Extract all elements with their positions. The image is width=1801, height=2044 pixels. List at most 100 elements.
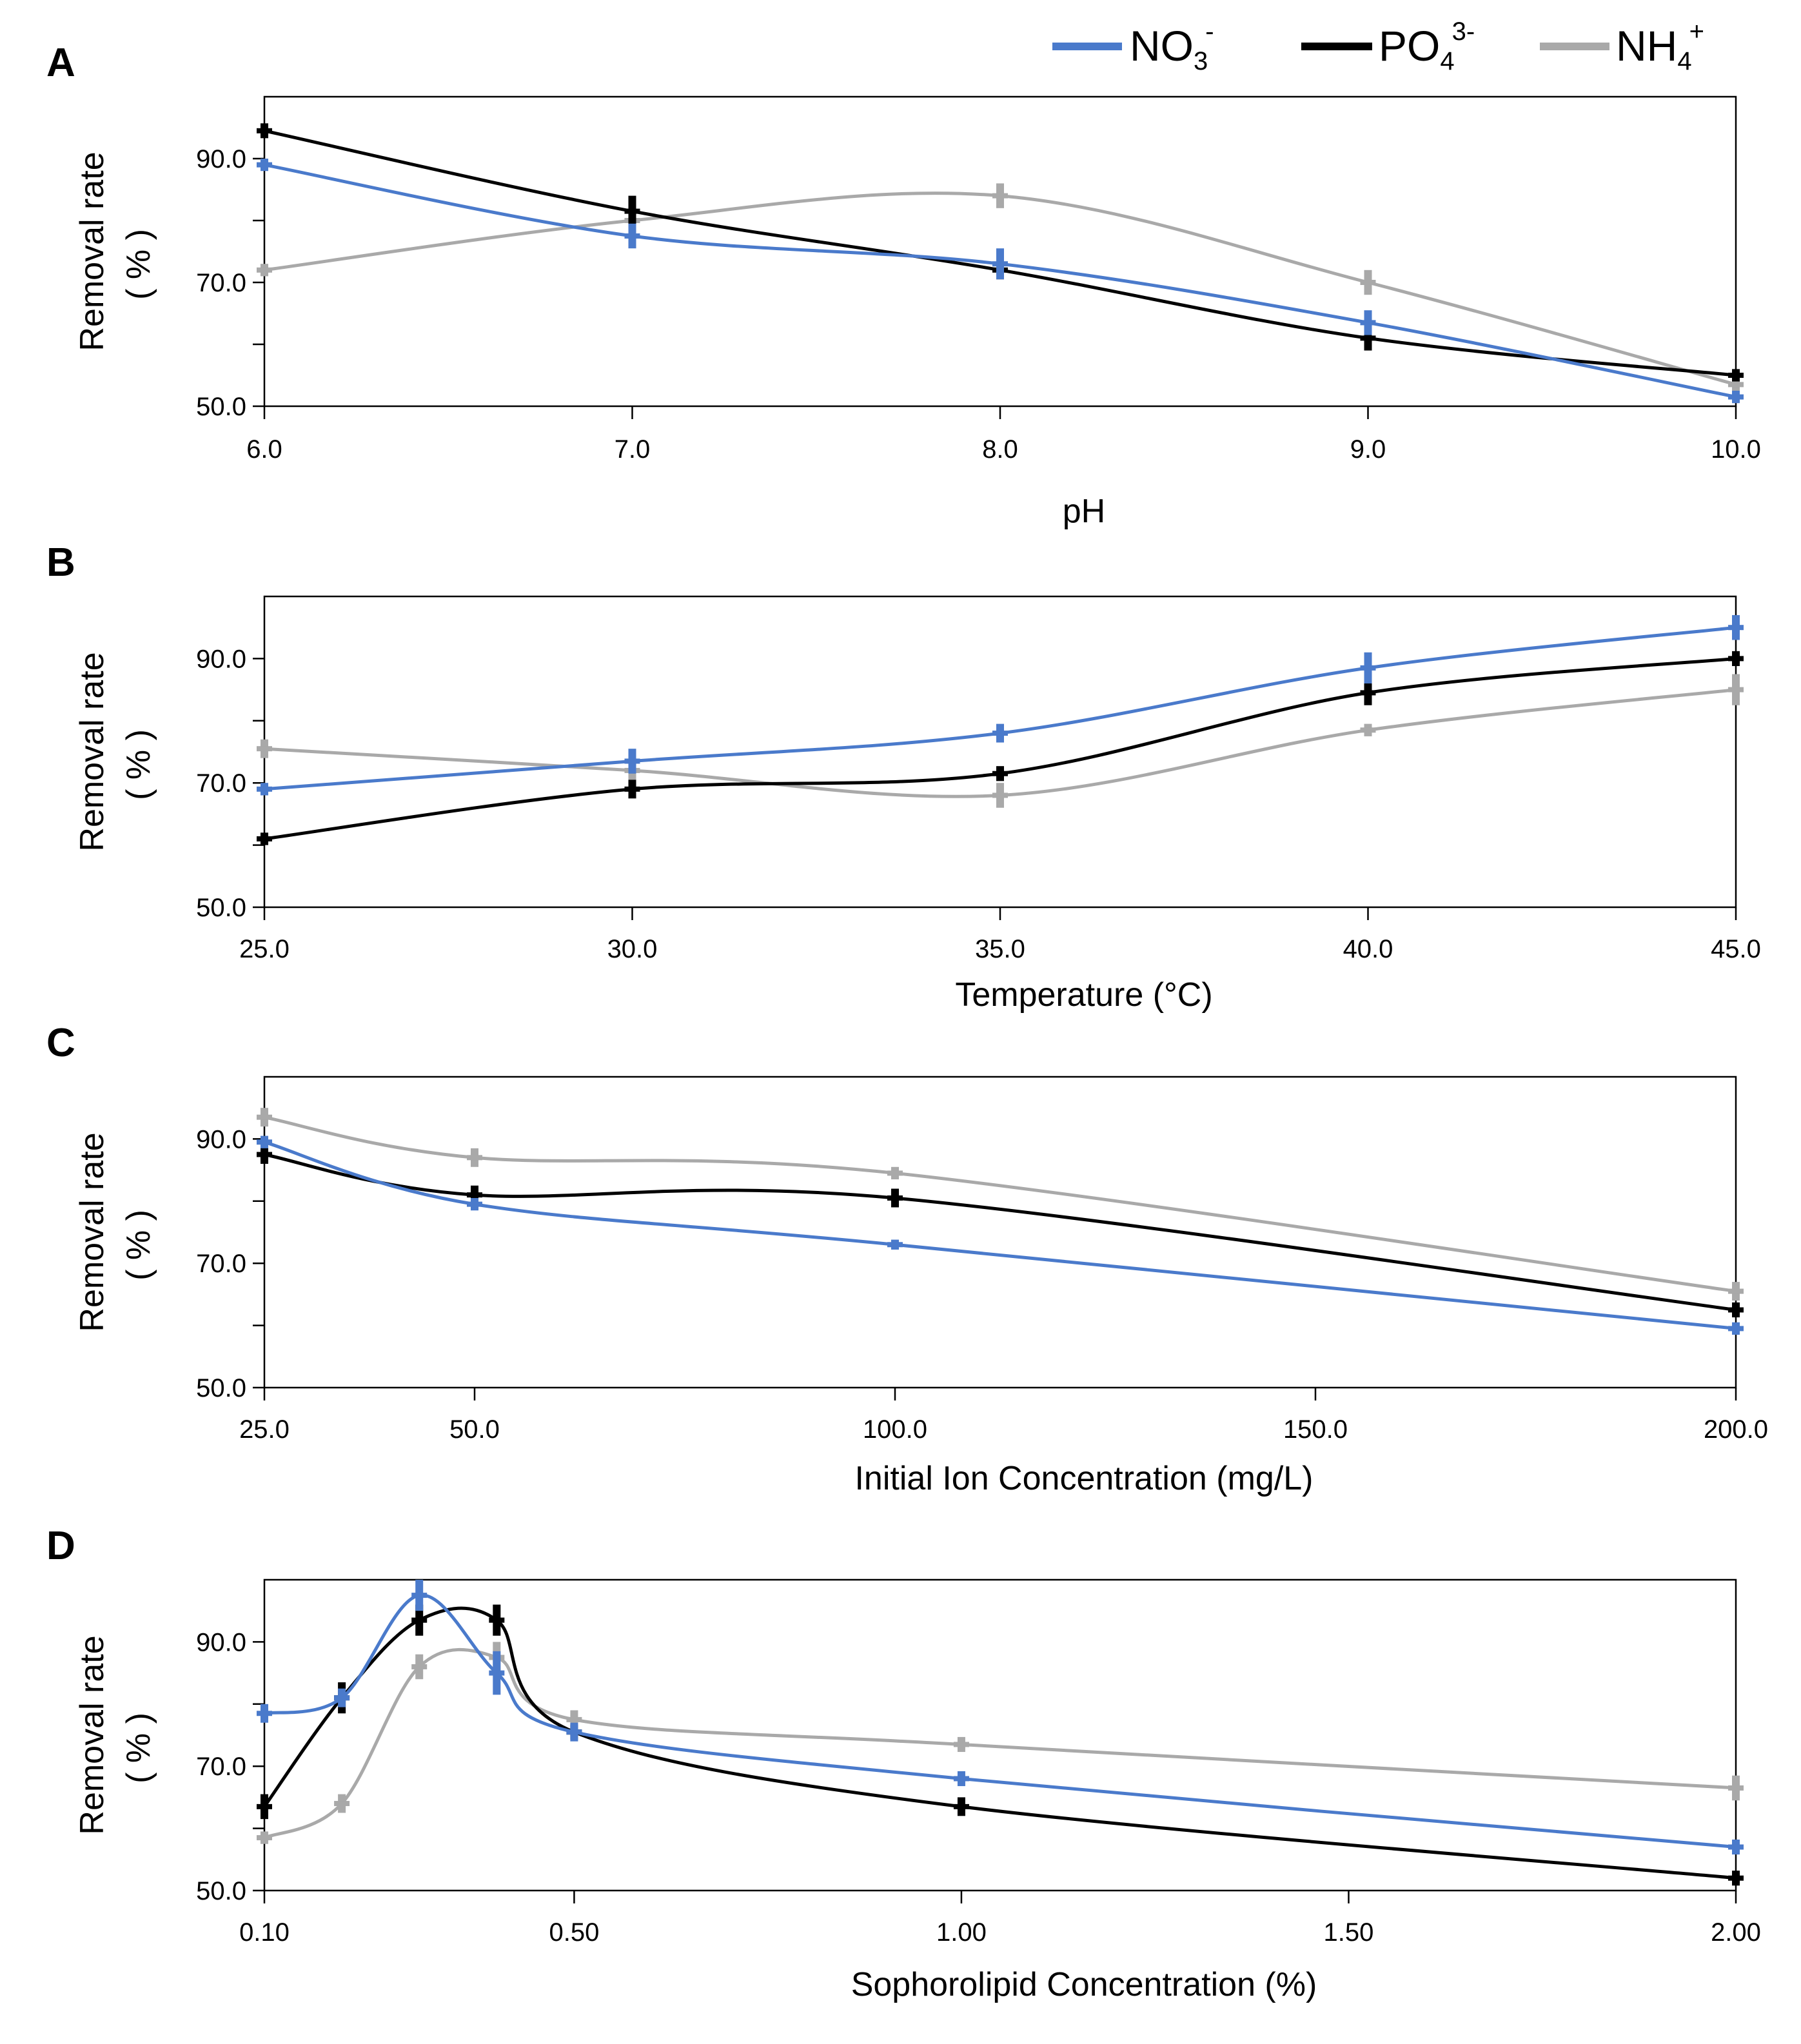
chart-panel-d: D 50.0 70.0 90.0 0.10 0.50 1.00 1.50 2.00 Sophoro… xyxy=(46,1524,1761,2003)
series-no3 xyxy=(257,1135,1744,1335)
series-nh4 xyxy=(257,183,1744,394)
series-no3 xyxy=(257,1580,1744,1855)
data-point xyxy=(257,836,272,841)
y-tick-label: 90.0 xyxy=(196,145,246,173)
series-po43 xyxy=(257,1145,1744,1318)
x-tick-label: 200.0 xyxy=(1704,1415,1768,1444)
series-line-no3 xyxy=(264,1593,1737,1849)
y-tick-label: 70.0 xyxy=(196,1250,246,1278)
x-tick-label: 0.50 xyxy=(549,1918,599,1947)
data-point xyxy=(1728,1785,1744,1791)
data-point xyxy=(257,1152,272,1157)
x-tick-label: 9.0 xyxy=(1350,435,1386,464)
series-line-nh4 xyxy=(263,1647,1737,1840)
series-no3 xyxy=(257,159,1744,404)
panel-letter: D xyxy=(46,1524,75,1568)
data-point xyxy=(624,208,640,214)
plot-area-frame xyxy=(263,595,1737,909)
x-tick-label: 35.0 xyxy=(975,935,1025,963)
chart-panel-b: B 50.0 70.0 90.0 25.0 30.0 35.0 40.0 45.0 Tempera… xyxy=(46,540,1761,1014)
data-point xyxy=(992,193,1008,199)
data-point xyxy=(624,786,640,792)
x-tick-label: 25.0 xyxy=(239,935,290,963)
data-point xyxy=(257,267,272,273)
x-axis-title: Temperature (°C) xyxy=(955,976,1212,1014)
y-tick-label: 70.0 xyxy=(196,1753,246,1781)
data-point xyxy=(1360,335,1376,341)
data-point xyxy=(257,1114,272,1120)
series-no3 xyxy=(257,614,1744,796)
data-point xyxy=(1728,1875,1744,1881)
data-point xyxy=(334,1801,350,1807)
data-point xyxy=(257,1835,272,1841)
data-point xyxy=(887,1242,903,1248)
data-point xyxy=(257,786,272,792)
data-point xyxy=(992,261,1008,267)
data-point xyxy=(1728,625,1744,631)
x-tick-label: 45.0 xyxy=(1711,935,1761,963)
data-point xyxy=(411,1593,428,1598)
x-tick-label: 0.10 xyxy=(239,1918,290,1947)
y-axis-title: Removal rate xyxy=(74,652,111,851)
data-point xyxy=(992,792,1008,798)
data-point xyxy=(467,1201,482,1207)
series-po43 xyxy=(257,651,1744,845)
data-point xyxy=(1728,687,1744,693)
data-point xyxy=(1728,1307,1744,1313)
data-point xyxy=(1360,280,1376,285)
x-tick-label: 50.0 xyxy=(449,1415,500,1444)
data-point xyxy=(953,1742,969,1747)
series-line-po43 xyxy=(264,656,1737,841)
data-point xyxy=(257,1139,272,1145)
data-point xyxy=(566,1716,582,1722)
y-axis-title: Removal rate xyxy=(74,1635,111,1834)
data-point xyxy=(992,771,1008,776)
y-axis-title: Removal rate xyxy=(74,152,111,351)
data-point xyxy=(624,233,640,239)
data-point xyxy=(1728,394,1744,400)
x-tick-label: 40.0 xyxy=(1343,935,1393,963)
data-point xyxy=(257,128,272,133)
data-point xyxy=(257,1803,272,1809)
y-tick-label: 50.0 xyxy=(196,1877,246,1905)
panels: A 50.0 70.0 90.0 6.0 7.0 8.0 9.0 10.0 pH Removal r… xyxy=(46,41,1768,2003)
data-point xyxy=(566,1729,582,1735)
x-axis-title: pH xyxy=(1063,493,1105,530)
data-point xyxy=(411,1617,428,1623)
x-tick-label: 10.0 xyxy=(1711,435,1761,464)
legend-item-nh4: NH4+ xyxy=(1540,17,1704,75)
data-point xyxy=(1728,373,1744,378)
legend-label-po43: PO43- xyxy=(1379,17,1475,75)
y-tick-label: 70.0 xyxy=(196,769,246,798)
data-point xyxy=(887,1170,903,1176)
data-point xyxy=(257,1711,272,1716)
y-tick-label: 50.0 xyxy=(196,894,246,922)
legend: NO3- PO43- NH4+ xyxy=(1052,17,1704,75)
data-point xyxy=(953,1803,969,1809)
data-point xyxy=(1360,727,1376,733)
x-tick-label: 1.50 xyxy=(1324,1918,1374,1947)
chart-panel-c: C 50.0 70.0 90.0 25.0 50.0 100.0 150.0 200.0 Init… xyxy=(46,1021,1768,1497)
data-point xyxy=(953,1776,969,1782)
plot-area-frame xyxy=(263,1076,1737,1389)
y-axis-unit: ( % ) xyxy=(120,1713,157,1784)
y-tick-label: 90.0 xyxy=(196,1628,246,1656)
x-tick-label: 25.0 xyxy=(239,1415,290,1444)
data-point xyxy=(467,1155,482,1161)
y-tick-label: 90.0 xyxy=(196,645,246,673)
y-axis-unit: ( % ) xyxy=(120,1210,157,1281)
x-tick-label: 30.0 xyxy=(607,935,658,963)
data-point xyxy=(1728,1326,1744,1332)
data-point xyxy=(257,746,272,752)
y-axis-unit: ( % ) xyxy=(120,229,157,300)
data-point xyxy=(257,162,272,168)
x-axis-title: Initial Ion Concentration (mg/L) xyxy=(854,1460,1313,1497)
x-tick-label: 7.0 xyxy=(615,435,651,464)
data-point xyxy=(1728,1844,1744,1850)
data-point xyxy=(624,758,640,764)
plot-area-frame xyxy=(263,1578,1737,1892)
data-point xyxy=(1728,382,1744,388)
series-nh4 xyxy=(257,1108,1744,1301)
series-nh4 xyxy=(257,1642,1744,1844)
